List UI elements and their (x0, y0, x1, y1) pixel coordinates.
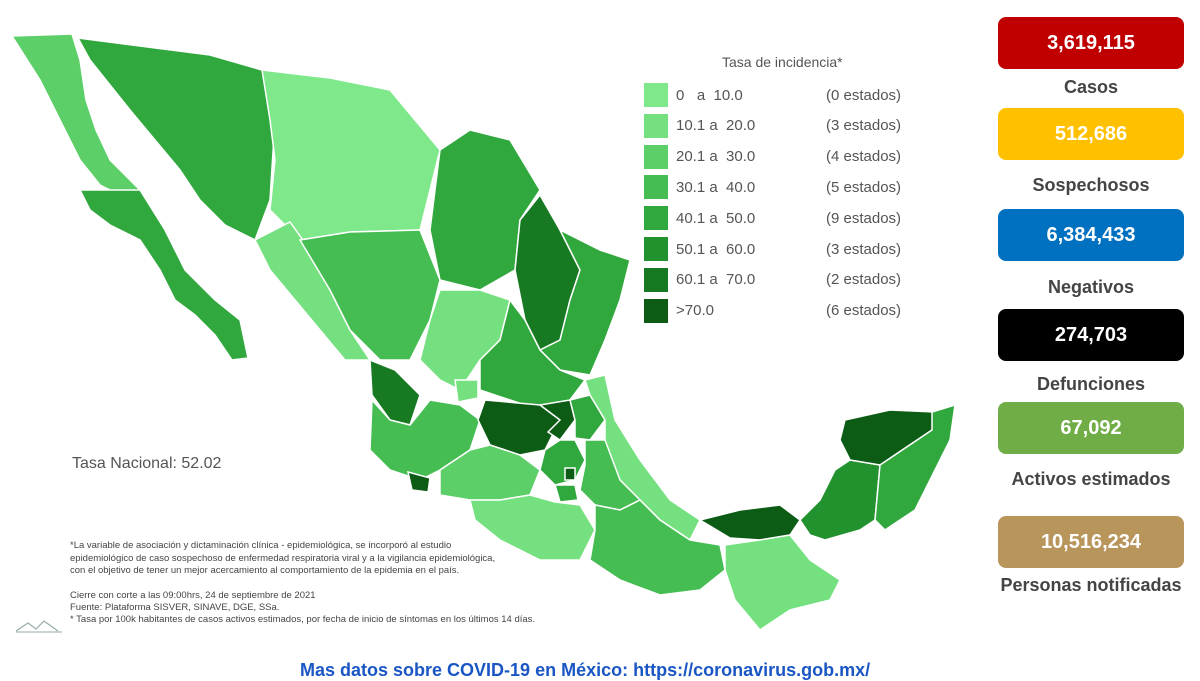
stat-label: Activos estimados (1011, 469, 1171, 489)
legend-range: 60.1 a 70.0 (676, 271, 756, 289)
stat-value-box: 274,703 (998, 309, 1184, 361)
legend-item: 50.1 a 60.0 (3 estados) (644, 236, 901, 262)
stat-label: Defunciones (1036, 374, 1146, 394)
legend-count: (0 estados) (826, 86, 902, 104)
state-tamaulipas (538, 228, 631, 376)
legend-range: 30.1 a 40.0 (676, 178, 756, 196)
legend-item: 30.1 a 40.0 (5 estados) (644, 174, 901, 200)
stat-label: Sospechosos (1032, 175, 1150, 195)
stat-value-box: 512,686 (998, 108, 1184, 160)
legend-item: 40.1 a 50.0 (9 estados) (644, 205, 901, 231)
legend-range: 0 a 10.0 (676, 86, 743, 104)
legend-count: (5 estados) (826, 178, 902, 196)
legend-count: (6 estados) (826, 302, 902, 320)
legend-count: (9 estados) (826, 209, 902, 227)
stat-value-box: 3,619,115 (998, 17, 1184, 69)
tasa-nacional: Tasa Nacional: 52.02 (72, 455, 222, 472)
stat-value-box: 6,384,433 (998, 209, 1184, 261)
state-chihuahua (261, 69, 441, 241)
state-baja-california-sur (78, 189, 249, 361)
legend-swatch (644, 267, 668, 292)
legend-range: >70.0 (676, 302, 714, 320)
legend-swatch (644, 113, 668, 138)
legend-item: 10.1 a 20.0 (3 estados) (644, 113, 901, 139)
state-quintana-roo (874, 403, 956, 531)
state-durango (298, 229, 441, 361)
mexico-incidence-map (10, 33, 956, 631)
legend-swatch (644, 237, 668, 261)
stat-value-box: 67,092 (998, 402, 1184, 454)
footnote-line: con el objetivo de tener un mejor acerca… (70, 565, 460, 576)
legend-range: 40.1 a 50.0 (676, 209, 756, 227)
rate-footnote: * Tasa por 100k habitantes de casos acti… (70, 614, 536, 625)
legend-swatch (644, 83, 668, 107)
legend-count: (4 estados) (826, 148, 902, 166)
footnote-definition: *La variable de asociación y dictaminaci… (70, 540, 630, 578)
legend-item: 60.1 a 70.0 (2 estados) (644, 267, 901, 293)
footnote-line: *La variable de asociación y dictaminaci… (70, 540, 452, 551)
legend-title: Tasa de incidencia* (722, 54, 843, 70)
legend-swatch (644, 298, 668, 323)
legend-swatch (644, 144, 668, 169)
stat-label: Personas notificadas (1000, 575, 1182, 595)
stat-label: Negativos (1047, 277, 1135, 297)
legend-swatch (644, 175, 668, 200)
source-notes: Cierre con corte a las 09:00hrs, 24 de s… (70, 590, 630, 626)
footnote-line: epidemiológico de caso sospechoso de enf… (70, 552, 496, 564)
legend-range: 20.1 a 30.0 (676, 148, 756, 166)
legend-range: 50.1 a 60.0 (676, 240, 756, 258)
legend-count: (3 estados) (826, 240, 902, 258)
stat-value-box: 10,516,234 (998, 516, 1184, 568)
cutoff-date: Cierre con corte a las 09:00hrs, 24 de s… (70, 590, 316, 601)
state-campeche (799, 459, 881, 541)
data-source: Fuente: Plataforma SISVER, SINAVE, DGE, … (70, 602, 280, 613)
state-chiapas (724, 534, 841, 631)
state-morelos (553, 484, 579, 503)
mountain-logo-icon (15, 620, 62, 633)
state-jalisco (369, 398, 481, 481)
legend-item: 0 a 10.0 (0 estados) (644, 82, 901, 108)
state-colima (406, 470, 431, 493)
legend-count: (3 estados) (826, 117, 902, 135)
state-aguascalientes (454, 379, 479, 403)
legend-swatch (644, 206, 668, 231)
state-tabasco (698, 504, 802, 541)
legend-count: (2 estados) (826, 271, 902, 289)
stat-label: Casos (1063, 77, 1119, 97)
legend-item: >70.0 (6 estados) (644, 298, 901, 324)
legend-range: 10.1 a 20.0 (676, 117, 756, 135)
state-cdmx (564, 467, 576, 481)
footer-link[interactable]: Mas datos sobre COVID-19 en México: http… (300, 660, 871, 680)
legend-item: 20.1 a 30.0 (4 estados) (644, 144, 901, 170)
state-michoacan (439, 444, 541, 501)
